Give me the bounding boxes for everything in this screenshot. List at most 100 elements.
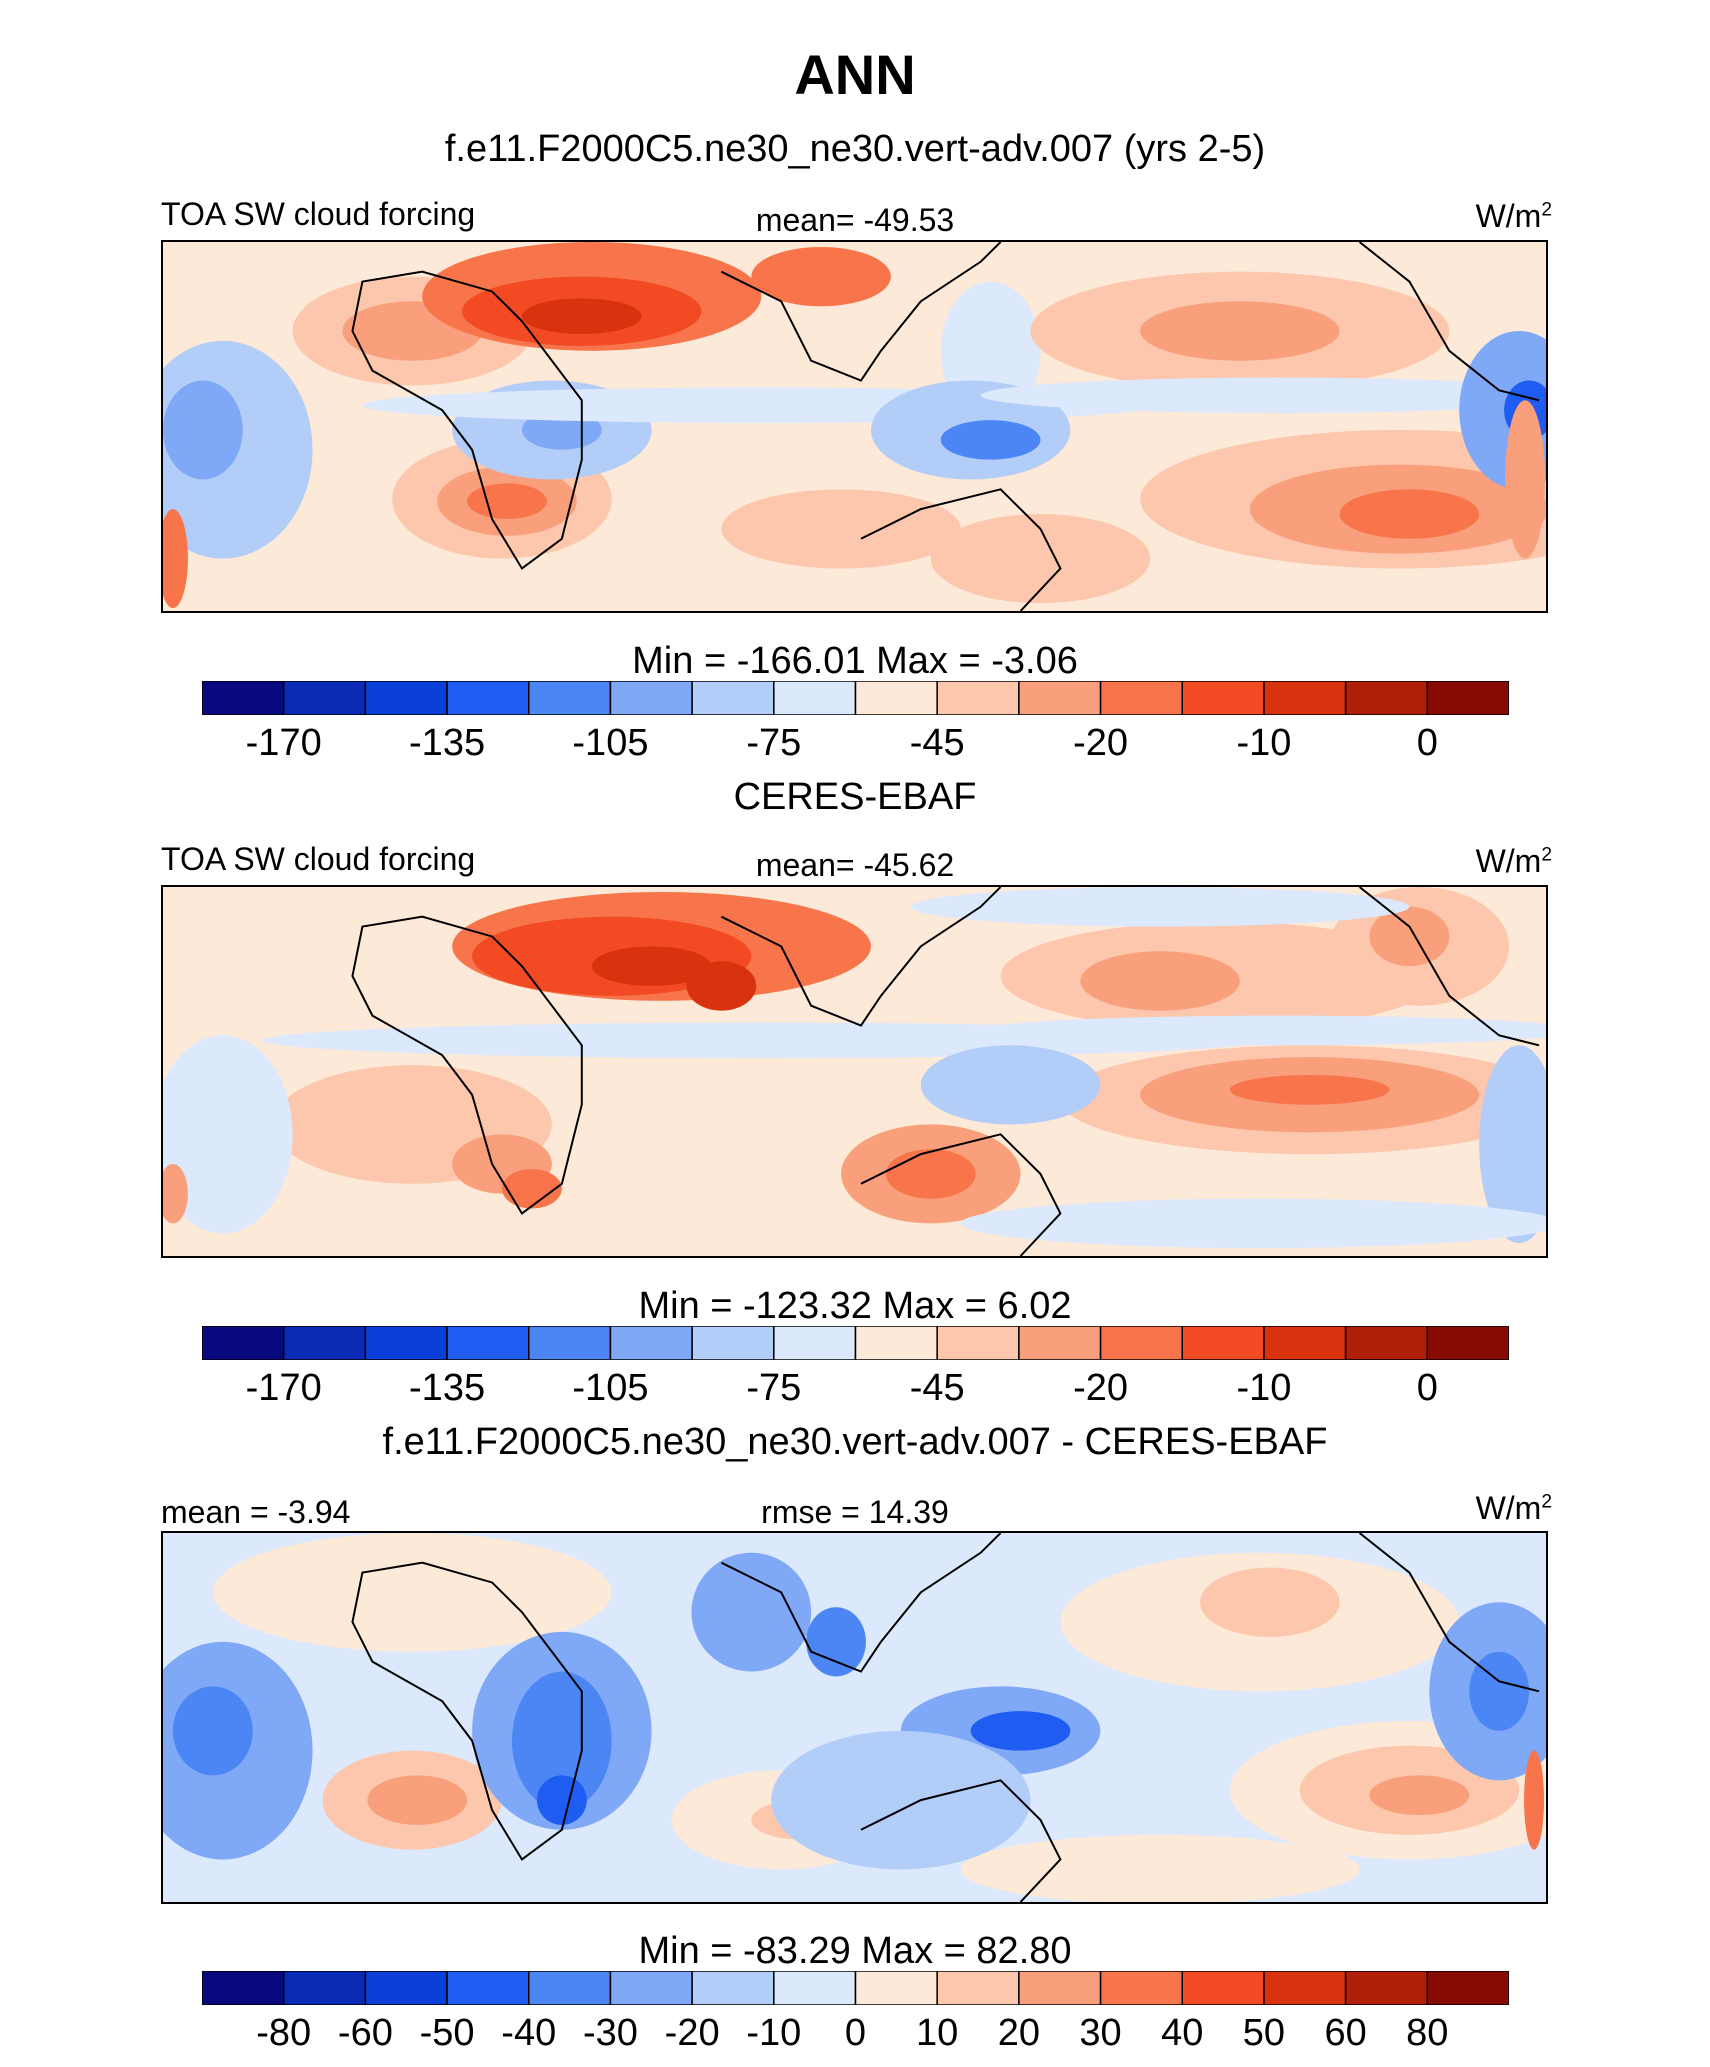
panel1-minmax: Min = -166.01 Max = -3.06 [632, 640, 1078, 682]
panel2-mean-label: mean= -45.62 [755, 847, 955, 883]
colorbar-box [1181, 1326, 1265, 1360]
panel3-map [161, 1531, 1548, 1904]
colorbar-box [773, 1971, 857, 2005]
colorbar-tick-label: -20 [1073, 722, 1129, 764]
colorbar-box [364, 681, 448, 715]
panel1-mean-label: mean= -49.53 [755, 202, 955, 238]
panel2-variable-label: TOA SW cloud forcing [161, 841, 476, 877]
colorbar-box [1344, 1971, 1429, 2005]
colorbar-tick-label: -30 [582, 2012, 638, 2054]
panel3-title: f.e11.F2000C5.ne30_ne30.vert-adv.007 - C… [382, 1421, 1328, 1463]
colorbar-box [854, 681, 938, 715]
panel1-colorbar-ticks: -170 -135 -105 -75 -45 -20 -10 0 [0, 722, 1710, 766]
panel1-units: W/m2 [1475, 198, 1552, 234]
colorbar-tick-label: -135 [409, 1367, 486, 1409]
colorbar-box [528, 681, 612, 715]
panel2-units: W/m2 [1475, 843, 1552, 879]
colorbar-tick-label: 40 [1161, 2012, 1204, 2054]
colorbar-tick-label: -105 [572, 1367, 649, 1409]
panel3-mean-label: mean = -3.94 [161, 1494, 351, 1530]
colorbar-tick-label: -80 [256, 2012, 312, 2054]
colorbar-tick-label: 60 [1324, 2012, 1367, 2054]
colorbar-box [1018, 1971, 1102, 2005]
colorbar-tick-label: -45 [909, 722, 965, 764]
colorbar-box [528, 1326, 612, 1360]
colorbar-box [446, 1326, 530, 1360]
colorbar-tick-label: 0 [1416, 722, 1438, 764]
colorbar-tick-label: -170 [245, 1367, 322, 1409]
colorbar-box [282, 681, 367, 715]
colorbar-tick-label: 20 [997, 2012, 1041, 2054]
colorbar-box [528, 1971, 612, 2005]
colorbar-box [854, 1971, 938, 2005]
colorbar-box [1426, 1326, 1509, 1360]
colorbar-tick-label: 0 [844, 2012, 867, 2054]
colorbar-tick-label: -45 [909, 1367, 965, 1409]
colorbar-box [446, 1971, 530, 2005]
colorbar-box [1263, 1326, 1347, 1360]
colorbar-box [1344, 1326, 1429, 1360]
panel2-title: CERES-EBAF [733, 776, 977, 818]
colorbar-tick-label: 10 [916, 2012, 959, 2054]
colorbar-box [609, 681, 693, 715]
colorbar-tick-label: -170 [245, 722, 322, 764]
colorbar-box [936, 1971, 1020, 2005]
colorbar-box [1181, 1971, 1265, 2005]
colorbar-tick-label: -50 [419, 2012, 475, 2054]
colorbar-box [364, 1326, 448, 1360]
panel2-map [161, 885, 1548, 1258]
colorbar-box [1263, 1971, 1347, 2005]
panel3-minmax: Min = -83.29 Max = 82.80 [638, 1930, 1072, 1972]
colorbar-box [1099, 1971, 1183, 2005]
colorbar-box [609, 1971, 693, 2005]
panel1-colorbar [202, 681, 1509, 715]
colorbar-tick-label: -10 [1236, 722, 1292, 764]
colorbar-tick-label: -105 [572, 722, 649, 764]
panel1-variable-label: TOA SW cloud forcing [161, 196, 476, 232]
colorbar-tick-label: -20 [1073, 1367, 1129, 1409]
panel2-colorbar [202, 1326, 1509, 1360]
colorbar-box [1018, 681, 1102, 715]
colorbar-tick-label: -40 [501, 2012, 557, 2054]
panel3-colorbar [202, 1971, 1509, 2005]
colorbar-tick-label: 50 [1242, 2012, 1286, 2054]
colorbar-box [1426, 1971, 1509, 2005]
colorbar-tick-label: 0 [1416, 1367, 1438, 1409]
colorbar-tick-label: 30 [1079, 2012, 1122, 2054]
colorbar-tick-label: -20 [664, 2012, 720, 2054]
colorbar-box [364, 1971, 448, 2005]
colorbar-box [202, 1971, 285, 2005]
colorbar-box [609, 1326, 693, 1360]
colorbar-tick-label: -10 [1236, 1367, 1292, 1409]
colorbar-box [691, 1326, 775, 1360]
colorbar-tick-label: -10 [746, 2012, 802, 2054]
colorbar-box [446, 681, 530, 715]
colorbar-tick-label: -60 [337, 2012, 393, 2054]
colorbar-tick-label: -135 [409, 722, 486, 764]
colorbar-tick-label: -75 [746, 1367, 802, 1409]
colorbar-box [1018, 1326, 1102, 1360]
colorbar-box [282, 1971, 367, 2005]
colorbar-box [1344, 681, 1429, 715]
colorbar-box [691, 681, 775, 715]
colorbar-box [936, 681, 1020, 715]
colorbar-box [936, 1326, 1020, 1360]
colorbar-box [1426, 681, 1509, 715]
panel3-rmse-label: rmse = 14.39 [761, 1494, 949, 1530]
panel2-minmax: Min = -123.32 Max = 6.02 [638, 1285, 1072, 1327]
subtitle: f.e11.F2000C5.ne30_ne30.vert-adv.007 (yr… [444, 128, 1266, 170]
colorbar-tick-label: 80 [1406, 2012, 1449, 2054]
main-title: ANN [794, 43, 916, 106]
colorbar-box [854, 1326, 938, 1360]
colorbar-box [202, 681, 285, 715]
colorbar-box [282, 1326, 367, 1360]
colorbar-box [1099, 1326, 1183, 1360]
panel3-colorbar-ticks: -80 -60 -50 -40 -30 -20 -10 0 10 20 30 40 50 60 80 [0, 2012, 1710, 2056]
colorbar-box [202, 1326, 285, 1360]
colorbar-tick-label: -75 [746, 722, 802, 764]
panel3-units: W/m2 [1475, 1490, 1552, 1526]
colorbar-box [1181, 681, 1265, 715]
colorbar-box [773, 681, 857, 715]
panel1-map [161, 240, 1548, 613]
colorbar-box [1263, 681, 1347, 715]
